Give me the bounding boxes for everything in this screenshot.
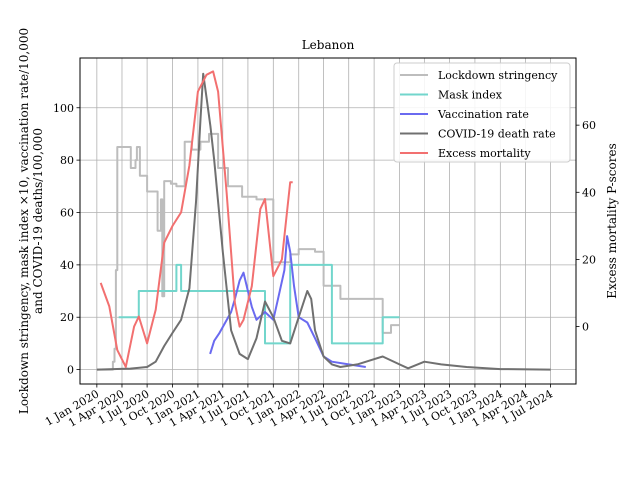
y-left-tick-label: 80 — [60, 154, 74, 167]
y-right-tick-label: 20 — [582, 253, 596, 266]
legend-box — [393, 62, 571, 163]
legend-label: COVID-19 death rate — [438, 128, 556, 141]
legend-label: Mask index — [438, 89, 503, 102]
y-axis-left-label-line2: and COVID-19 deaths/100,000 — [31, 128, 45, 314]
series-line-lockdown-stringency — [96, 132, 400, 371]
plot-frame — [79, 57, 577, 385]
series-line-covid-19-death-rate — [96, 72, 551, 371]
series-line-excess-mortality — [99, 70, 293, 368]
y-left-tick-label: 100 — [53, 102, 74, 115]
y-axis-right-label: Excess mortality P-scores — [605, 143, 619, 298]
legend: Lockdown stringency Mask index Vaccination… — [393, 62, 571, 163]
y-left-tick-label: 20 — [60, 311, 74, 324]
legend-label: Lockdown stringency — [438, 69, 558, 82]
grid — [80, 58, 576, 384]
y-right-tick-label: 60 — [582, 119, 596, 132]
legend-label: Vaccination rate — [437, 108, 529, 121]
y-left-tick-label: 60 — [60, 206, 74, 219]
y-right-tick-label: 0 — [582, 321, 589, 334]
y-right-tick-label: 40 — [582, 186, 596, 199]
chart-title: Lebanon — [302, 38, 355, 52]
y-left-tick-label: 40 — [60, 259, 74, 272]
y-left-tick-label: 0 — [67, 364, 74, 377]
series-line-vaccination-rate — [209, 235, 366, 368]
series-layer — [96, 70, 551, 371]
legend-label: Excess mortality — [438, 147, 531, 160]
y-axis-left-label-line1: Lockdown stringency, mask index ×10, vac… — [17, 28, 31, 414]
